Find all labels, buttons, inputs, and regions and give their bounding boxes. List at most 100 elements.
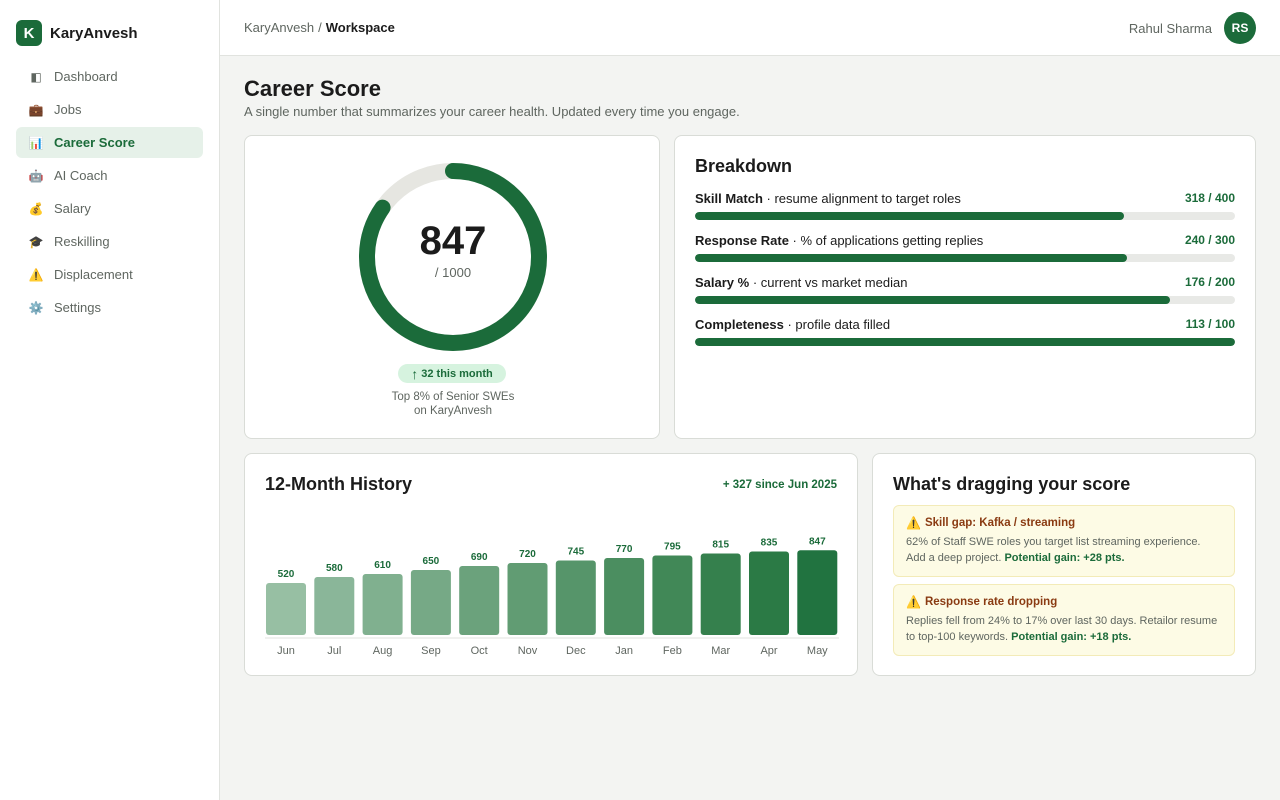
history-bar[interactable]	[507, 563, 548, 635]
bar-value-label: 745	[567, 547, 584, 558]
brand-logo-icon: K	[16, 20, 42, 46]
sidebar-item-salary[interactable]: 💰 Salary	[16, 193, 203, 224]
sidebar-item-ai-coach[interactable]: 🤖 AI Coach	[16, 160, 203, 191]
sidebar-item-reskilling[interactable]: 🎓 Reskilling	[16, 226, 203, 257]
breakdown-label: Salary % · current vs market median	[695, 275, 907, 291]
score-value: 847	[419, 219, 487, 263]
rank-text: Top 8% of Senior SWEs on KaryAnvesh	[245, 390, 661, 418]
breakdown-fill	[695, 338, 1235, 346]
sidebar-nav: ◧ Dashboard 💼 Jobs 📊 Career Score 🤖 AI Coach 💰 Sa…	[16, 61, 203, 325]
x-tick-label: Dec	[566, 645, 586, 657]
breakdown-desc: · current vs market median	[749, 275, 908, 290]
breakdown-value: 240 / 300	[1184, 233, 1235, 247]
alert-body: Replies fell from 24% to 17% over last 3…	[906, 613, 1222, 645]
brand[interactable]: K KaryAnvesh	[16, 20, 138, 46]
breakdown-row: Completeness · profile data filled 113 / …	[695, 317, 1235, 346]
breakdown-desc: · resume alignment to target roles	[762, 191, 961, 206]
alert-skill-gap[interactable]: ⚠️ Skill gap: Kafka / streaming 62% of S…	[893, 505, 1235, 577]
history-bar[interactable]	[362, 574, 403, 635]
x-tick-label: Jan	[615, 645, 633, 657]
breakdown-name: Response Rate	[695, 233, 789, 248]
history-card: 12-Month History + 327 since Jun 2025 52…	[244, 453, 858, 676]
dashboard-icon: ◧	[30, 69, 42, 84]
score-max: / 1000	[434, 265, 472, 280]
alert-title-row: ⚠️ Response rate dropping	[906, 595, 1222, 609]
history-bar[interactable]	[314, 577, 355, 635]
breakdown-label: Completeness · profile data filled	[695, 317, 890, 333]
breadcrumb-separator: /	[318, 20, 322, 35]
warning-icon: ⚠️	[28, 267, 44, 282]
score-delta-label: 32 this month	[421, 367, 493, 380]
sidebar-item-settings[interactable]: ⚙️ Settings	[16, 292, 203, 323]
breadcrumb-root[interactable]: KaryAnvesh	[244, 20, 315, 35]
history-bar[interactable]	[459, 566, 500, 635]
breakdown-label: Response Rate · % of applications gettin…	[695, 233, 983, 249]
sidebar-item-label: Dashboard	[54, 69, 118, 84]
bar-value-label: 795	[664, 542, 681, 553]
breakdown-row-head: Response Rate · % of applications gettin…	[695, 233, 1235, 249]
history-bar[interactable]	[700, 553, 741, 636]
x-tick-label: Oct	[471, 645, 488, 657]
breakdown-row-head: Skill Match · resume alignment to target…	[695, 191, 1235, 207]
alert-title-row: ⚠️ Skill gap: Kafka / streaming	[906, 516, 1222, 530]
history-bar[interactable]	[555, 560, 596, 636]
bar-chart-icon: 📊	[28, 135, 44, 150]
robot-icon: 🤖	[28, 168, 44, 183]
sidebar-item-label: Salary	[54, 201, 91, 216]
bar-value-label: 770	[616, 544, 633, 555]
sidebar-item-label: Settings	[54, 300, 101, 315]
bar-value-label: 835	[761, 538, 778, 549]
gear-icon: ⚙️	[28, 300, 44, 315]
sidebar-item-jobs[interactable]: 💼 Jobs	[16, 94, 203, 125]
user-name: Rahul Sharma	[1128, 20, 1212, 36]
alert-response-rate[interactable]: ⚠️ Response rate dropping Replies fell f…	[893, 584, 1235, 656]
breakdown-row: Skill Match · resume alignment to target…	[695, 191, 1235, 220]
alert-title: Skill gap: Kafka / streaming	[924, 517, 1076, 529]
bar-value-label: 580	[326, 563, 343, 574]
breakdown-row-head: Completeness · profile data filled 113 / …	[695, 317, 1235, 333]
x-tick-label: Jun	[277, 645, 295, 657]
history-bar[interactable]	[652, 555, 693, 636]
avatar[interactable]: RS	[1224, 12, 1256, 44]
briefcase-icon: 💼	[28, 102, 44, 117]
history-bar[interactable]	[266, 583, 306, 635]
sidebar-item-career-score[interactable]: 📊 Career Score	[16, 127, 203, 158]
x-tick-label: Sep	[421, 645, 441, 657]
dragging-score-card: What's dragging your score ⚠️ Skill gap:…	[872, 453, 1256, 676]
alert-body: 62% of Staff SWE roles you target list s…	[906, 534, 1222, 566]
bar-value-label: 650	[423, 556, 440, 567]
breakdown-name: Skill Match	[695, 191, 763, 206]
breakdown-fill	[695, 212, 1125, 220]
top-bar: KaryAnvesh / Workspace Rahul Sharma RS	[220, 0, 1280, 56]
breakdown-title: Breakdown	[695, 156, 793, 176]
breakdown-value: 318 / 400	[1184, 191, 1235, 205]
bar-value-label: 815	[712, 540, 729, 551]
history-bar[interactable]	[749, 551, 789, 636]
sidebar: K KaryAnvesh ◧ Dashboard 💼 Jobs 📊 Career Scor…	[0, 0, 220, 800]
score-delta-badge: ↑ 32 this month	[398, 364, 506, 383]
history-bar[interactable]	[604, 558, 645, 635]
breakdown-card: Breakdown Skill Match · resume alignment…	[674, 135, 1256, 439]
breakdown-row: Response Rate · % of applications gettin…	[695, 233, 1235, 262]
brand-name: KaryAnvesh	[50, 24, 138, 42]
page-title: Career Score	[244, 76, 381, 101]
x-tick-label: Nov	[518, 645, 538, 657]
bar-value-label: 720	[519, 549, 536, 560]
breakdown-value: 176 / 200	[1184, 275, 1235, 289]
history-title: 12-Month History	[265, 474, 413, 494]
bar-value-label: 520	[278, 569, 295, 580]
rank-line-2: on KaryAnvesh	[414, 405, 492, 417]
alert-title: Response rate dropping	[924, 596, 1058, 608]
history-bar[interactable]	[410, 570, 451, 635]
user-menu[interactable]: Rahul Sharma RS	[1129, 12, 1256, 44]
breakdown-track	[695, 296, 1235, 304]
history-delta: + 327 since Jun 2025	[722, 479, 837, 491]
history-bar[interactable]	[797, 550, 838, 635]
page-subtitle: A single number that summarizes your car…	[244, 104, 740, 119]
sidebar-item-displacement[interactable]: ⚠️ Displacement	[16, 259, 203, 290]
sidebar-item-label: AI Coach	[54, 168, 108, 183]
breadcrumb-current: Workspace	[325, 20, 395, 35]
breakdown-name: Salary %	[695, 275, 750, 290]
breakdown-label: Skill Match · resume alignment to target…	[695, 191, 961, 207]
sidebar-item-dashboard[interactable]: ◧ Dashboard	[16, 61, 203, 92]
